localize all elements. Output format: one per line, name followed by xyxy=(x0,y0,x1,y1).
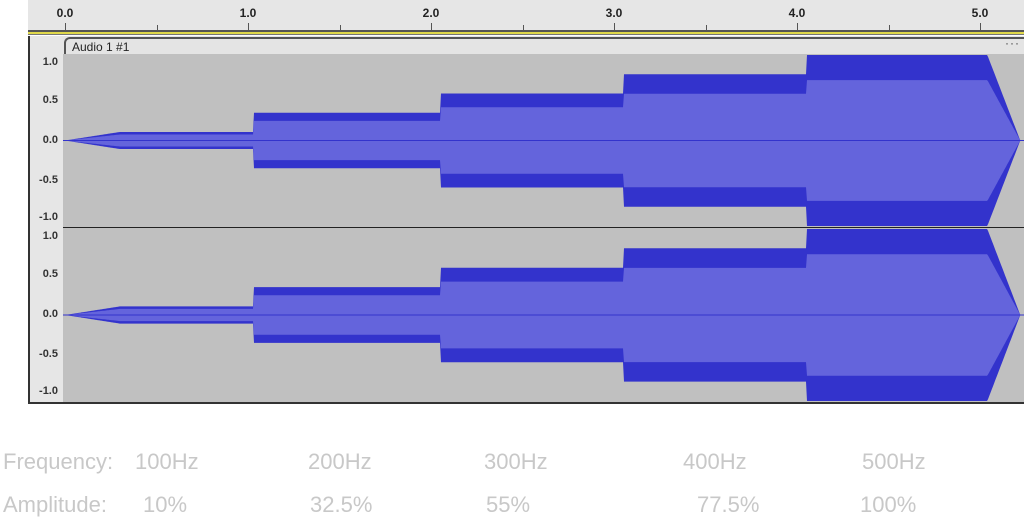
amplitude-scale-label: 0.5 xyxy=(42,94,58,106)
amplitude-value: 77.5% xyxy=(697,492,760,517)
amplitude-value: 100% xyxy=(860,492,917,517)
amplitude-value: 10% xyxy=(143,492,188,517)
ruler-tick-label: 2.0 xyxy=(422,6,440,20)
frequency-value: 400Hz xyxy=(683,449,747,474)
ruler-tick xyxy=(614,23,615,30)
ruler-tick xyxy=(522,25,524,30)
ruler-tick-label: 5.0 xyxy=(971,6,989,20)
amplitude-scale-label: -1.0 xyxy=(39,211,58,223)
amplitude-scale-label: -1.0 xyxy=(39,385,58,397)
frequency-value: 300Hz xyxy=(484,449,548,474)
ruler-tick xyxy=(248,23,249,30)
ruler-tick-label: 4.0 xyxy=(788,6,806,20)
ruler-tick xyxy=(431,23,432,30)
ruler-tick xyxy=(980,23,981,30)
frequency-label: Frequency: xyxy=(3,449,114,474)
ruler-tick-label: 3.0 xyxy=(605,6,623,20)
amplitude-scale-label: 1.0 xyxy=(42,230,58,242)
ruler-tick xyxy=(65,23,66,30)
ruler-tick xyxy=(156,25,158,30)
amplitude-scale-label: 0.0 xyxy=(42,308,58,320)
ruler-tick xyxy=(705,25,707,30)
ruler-tick-label: 1.0 xyxy=(239,6,257,20)
ruler-tick xyxy=(797,23,798,30)
clip-name: Audio 1 #1 xyxy=(72,40,130,54)
amplitude-value: 55% xyxy=(486,492,531,517)
clip-menu-button[interactable]: ··· xyxy=(1005,36,1020,50)
frequency-value: 500Hz xyxy=(862,449,926,474)
ruler-tick xyxy=(888,25,890,30)
clip-header[interactable]: Audio 1 #1 ··· xyxy=(64,36,1024,56)
play-region-bar[interactable] xyxy=(28,32,1024,35)
amplitude-scale-label: -0.5 xyxy=(39,348,58,360)
amplitude-scale-label: 0.5 xyxy=(42,268,58,280)
ruler-tick-label: 0.0 xyxy=(56,6,74,20)
timeline-ruler[interactable]: 0.0 1.0 2.0 3.0 4.0 5.0 xyxy=(28,0,1024,32)
amplitude-value: 32.5% xyxy=(310,492,373,517)
amplitude-scale-label: 0.0 xyxy=(42,134,58,146)
frequency-value: 100Hz xyxy=(135,449,199,474)
amplitude-scale-label: -0.5 xyxy=(39,174,58,186)
ruler-tick xyxy=(339,25,341,30)
amplitude-label: Amplitude: xyxy=(3,492,107,517)
waveform-display[interactable] xyxy=(63,54,1024,402)
amplitude-scale-label: 1.0 xyxy=(42,56,58,68)
frequency-value: 200Hz xyxy=(308,449,372,474)
